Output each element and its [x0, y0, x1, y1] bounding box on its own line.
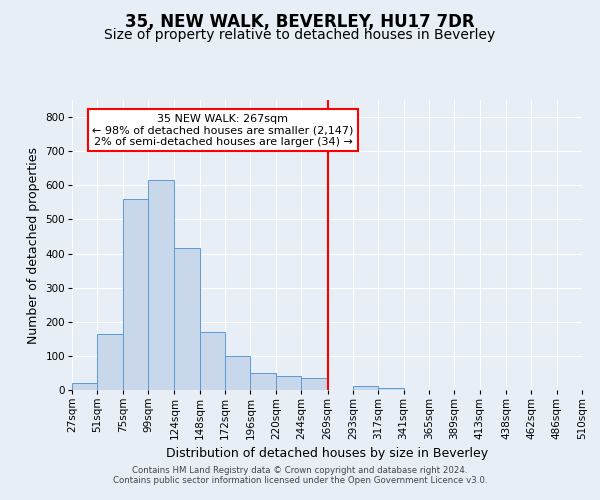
Text: 35, NEW WALK, BEVERLEY, HU17 7DR: 35, NEW WALK, BEVERLEY, HU17 7DR: [125, 12, 475, 30]
Bar: [225, 356, 250, 390]
Bar: [301, 378, 328, 390]
Bar: [175, 248, 200, 390]
Y-axis label: Number of detached properties: Number of detached properties: [27, 146, 40, 344]
Text: 35 NEW WALK: 267sqm
← 98% of detached houses are smaller (2,147)
2% of semi-deta: 35 NEW WALK: 267sqm ← 98% of detached ho…: [92, 114, 353, 147]
Bar: [378, 388, 404, 390]
Text: Size of property relative to detached houses in Beverley: Size of property relative to detached ho…: [104, 28, 496, 42]
Bar: [72, 383, 97, 390]
Bar: [353, 386, 378, 390]
Bar: [276, 376, 301, 390]
X-axis label: Distribution of detached houses by size in Beverley: Distribution of detached houses by size …: [166, 448, 488, 460]
Bar: [250, 373, 276, 390]
Bar: [122, 199, 148, 390]
Bar: [200, 332, 225, 390]
Text: Contains HM Land Registry data © Crown copyright and database right 2024.
Contai: Contains HM Land Registry data © Crown c…: [113, 466, 487, 485]
Bar: [148, 180, 175, 390]
Bar: [97, 334, 122, 390]
